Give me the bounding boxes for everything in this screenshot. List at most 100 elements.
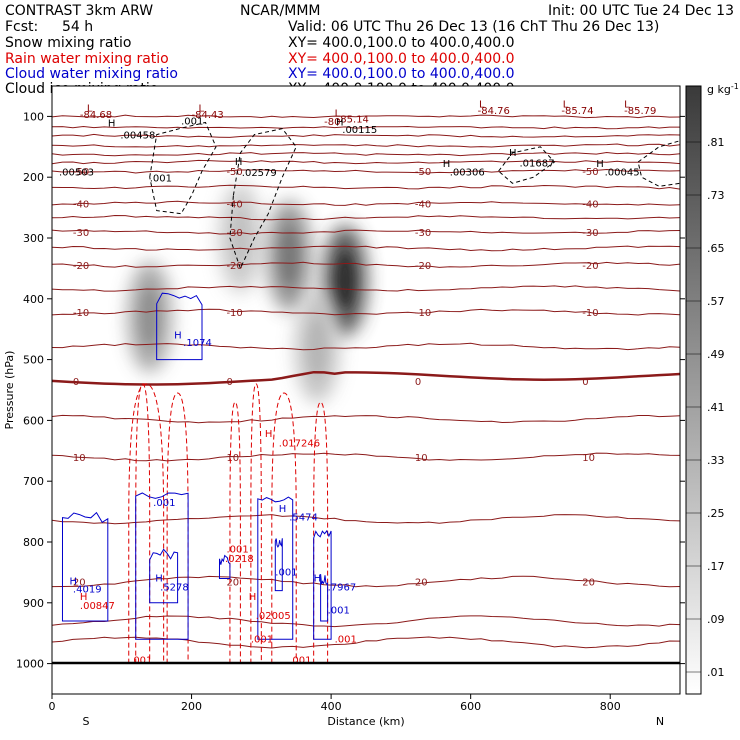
field-name: Rain water mixing ratio: [5, 51, 169, 67]
colorbar-tick-label: .33: [707, 454, 725, 467]
cloud-water-contour: [156, 292, 203, 361]
y-tick-label: 700: [23, 475, 44, 488]
ice-contour: [149, 121, 217, 215]
temp-contour-line: [51, 159, 681, 165]
contour-annotation: -80: [324, 117, 340, 128]
cloud-water-contour: [135, 492, 189, 640]
header-init: Init: 00 UTC Tue 24 Dec 13: [548, 3, 734, 19]
snow-blob-core: [308, 319, 327, 376]
temp-contour-label: 0: [582, 377, 588, 388]
contour-annotation: -85.14: [337, 114, 369, 125]
contour-annotation: H: [279, 504, 287, 515]
temp-contour-label: 20: [415, 578, 428, 589]
contour-annotations: L-84.68L-84.43 L-85.14L-84.76L-85.74L-85.…: [59, 99, 656, 666]
temp-contour-label: -10: [226, 308, 242, 319]
y-tick-label: 500: [23, 354, 44, 367]
x-axis-label: Distance (km): [327, 715, 404, 728]
header-org: NCAR/MMM: [240, 3, 321, 19]
x-tick-label: 400: [321, 700, 342, 713]
contour-annotation: .001: [275, 567, 297, 578]
rain-contour: [313, 401, 329, 664]
ice-contour: [498, 146, 556, 184]
field-name: Snow mixing ratio: [5, 35, 131, 51]
colorbar-tick-label: .25: [707, 507, 725, 520]
y-tick-label: 900: [23, 597, 44, 610]
temperature-contours: -50 -50 -50 -50 -40 -40 -40 -40 -30 -30 -30 -30 -20 -…: [51, 114, 681, 649]
temp-contour-label: 10: [415, 453, 428, 464]
temp-contour-label: 20: [73, 578, 86, 589]
contour-annotation: .00503: [59, 167, 94, 178]
temp-contour-label: -30: [226, 228, 242, 239]
rain-contour: [271, 392, 297, 664]
contour-annotation: .00306: [450, 167, 485, 178]
temp-contour-line: [51, 133, 681, 138]
contour-annotation: .001: [130, 656, 152, 667]
temp-contour-label: -40: [226, 199, 242, 210]
temp-contour-line: [51, 636, 681, 649]
y-tick-label: 200: [23, 171, 44, 184]
temp-contour-label: 10: [226, 453, 239, 464]
contour-annotation: .00847: [80, 601, 115, 612]
y-tick-label: 600: [23, 414, 44, 427]
contour-annotation: .01687: [520, 158, 555, 169]
contour-annotation: .001: [153, 498, 175, 509]
cloud-water-contour: [218, 554, 231, 579]
contour-annotation: -85.79: [624, 106, 656, 117]
x-tick-label: 800: [600, 700, 621, 713]
rain-contour: [128, 383, 165, 664]
temp-contour-label: -50: [73, 167, 89, 178]
temp-contour-line: [51, 114, 681, 119]
contour-annotation: .0218: [225, 554, 254, 565]
contour-annotation: .1074: [183, 338, 212, 349]
contour-annotation: .00115: [342, 125, 377, 136]
temp-contour-line: [51, 245, 681, 252]
contour-annotation: -85.74: [561, 106, 593, 117]
contour-annotation: H: [336, 118, 344, 129]
contour-annotation: L: [563, 99, 569, 110]
temp-contour-line: [51, 168, 681, 174]
temp-contour-label: 10: [582, 453, 595, 464]
contour-annotation: H: [69, 577, 77, 588]
x-tick-label: 0: [49, 700, 56, 713]
contour-annotation: .00458: [120, 130, 155, 141]
cloud-water-contour: [313, 529, 332, 640]
contour-annotation: H: [314, 574, 322, 585]
temp-contour-label: -10: [415, 308, 431, 319]
rain-contour: [135, 383, 151, 664]
temp-contour-line: [51, 200, 681, 206]
temp-contour-label: -50: [415, 167, 431, 178]
temp-contour-label: -20: [226, 261, 242, 272]
temp-contour-label: 20: [226, 578, 239, 589]
temp-contour-label: -20: [73, 261, 89, 272]
contour-annotation: H: [265, 429, 273, 440]
temp-contour-label: -20: [582, 261, 598, 272]
contour-annotation: -84.76: [478, 106, 510, 117]
temp-contour-label: 20: [582, 578, 595, 589]
contour-annotation: .001: [328, 606, 350, 617]
ice-contour: [229, 128, 297, 270]
temp-contour-line: [51, 229, 681, 235]
contour-annotation: .001: [181, 116, 203, 127]
temp-contour-line: [51, 285, 681, 292]
snow-blob-core: [280, 228, 299, 285]
plot-area: -50 -50 -50 -50 -40 -40 -40 -40 -30 -30 -30 -30 -20 -…: [51, 85, 681, 695]
temp-contour-label: -40: [582, 199, 598, 210]
contour-annotation: L: [199, 104, 205, 115]
contour-annotation: L: [87, 104, 93, 115]
colorbar-tick-label: .41: [707, 401, 725, 414]
colorbar-tick-label: .73: [707, 189, 725, 202]
temp-contour-label: -40: [73, 199, 89, 210]
colorbar: g kg-1 .01 .09 .17 .25 .33 .41 .49 .57 .65 .73 .81: [685, 82, 739, 695]
colorbar-tick-label: .17: [707, 560, 725, 573]
contour-annotation: H: [596, 159, 604, 170]
temp-contour-label: -10: [582, 308, 598, 319]
temp-contour-line: [51, 184, 681, 190]
contour-annotation: .001: [289, 656, 311, 667]
y-tick-label: 800: [23, 536, 44, 549]
temp-contour-label: -30: [582, 228, 598, 239]
temp-contour-label: 0: [415, 377, 421, 388]
temp-contour-line: [51, 615, 681, 628]
contour-annotation: L: [624, 99, 630, 110]
